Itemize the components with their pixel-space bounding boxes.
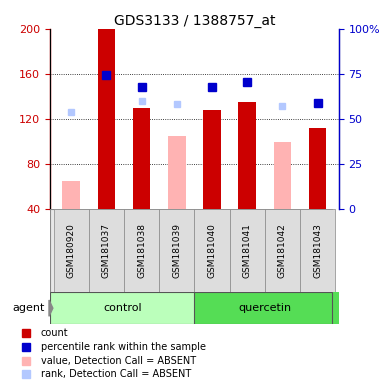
Bar [168, 136, 186, 209]
Bar [89, 209, 124, 292]
Text: GSM181038: GSM181038 [137, 223, 146, 278]
Bar [229, 209, 265, 292]
Text: GSM181039: GSM181039 [172, 223, 181, 278]
Text: control: control [103, 303, 142, 313]
Bar [159, 209, 194, 292]
Bar [194, 292, 339, 324]
Text: percentile rank within the sample: percentile rank within the sample [40, 342, 206, 352]
Polygon shape [49, 300, 53, 316]
Bar [54, 209, 89, 292]
Text: value, Detection Call = ABSENT: value, Detection Call = ABSENT [40, 356, 196, 366]
Text: count: count [40, 328, 68, 338]
Text: GSM180920: GSM180920 [67, 223, 76, 278]
Text: rank, Detection Call = ABSENT: rank, Detection Call = ABSENT [40, 369, 191, 379]
Bar [274, 142, 291, 209]
Text: GSM181037: GSM181037 [102, 223, 111, 278]
Text: quercetin: quercetin [238, 303, 291, 313]
Bar [309, 128, 326, 209]
Bar [124, 209, 159, 292]
Text: GSM181040: GSM181040 [208, 223, 216, 278]
Bar [133, 108, 151, 209]
Text: GSM181043: GSM181043 [313, 223, 322, 278]
Bar [300, 209, 335, 292]
Bar [265, 209, 300, 292]
Bar [194, 209, 229, 292]
Bar [97, 29, 115, 209]
Bar [50, 292, 194, 324]
Title: GDS3133 / 1388757_at: GDS3133 / 1388757_at [114, 14, 275, 28]
Bar [203, 110, 221, 209]
Text: agent: agent [12, 303, 45, 313]
Text: GSM181042: GSM181042 [278, 223, 287, 278]
Bar [62, 181, 80, 209]
Text: GSM181041: GSM181041 [243, 223, 252, 278]
Bar [238, 102, 256, 209]
